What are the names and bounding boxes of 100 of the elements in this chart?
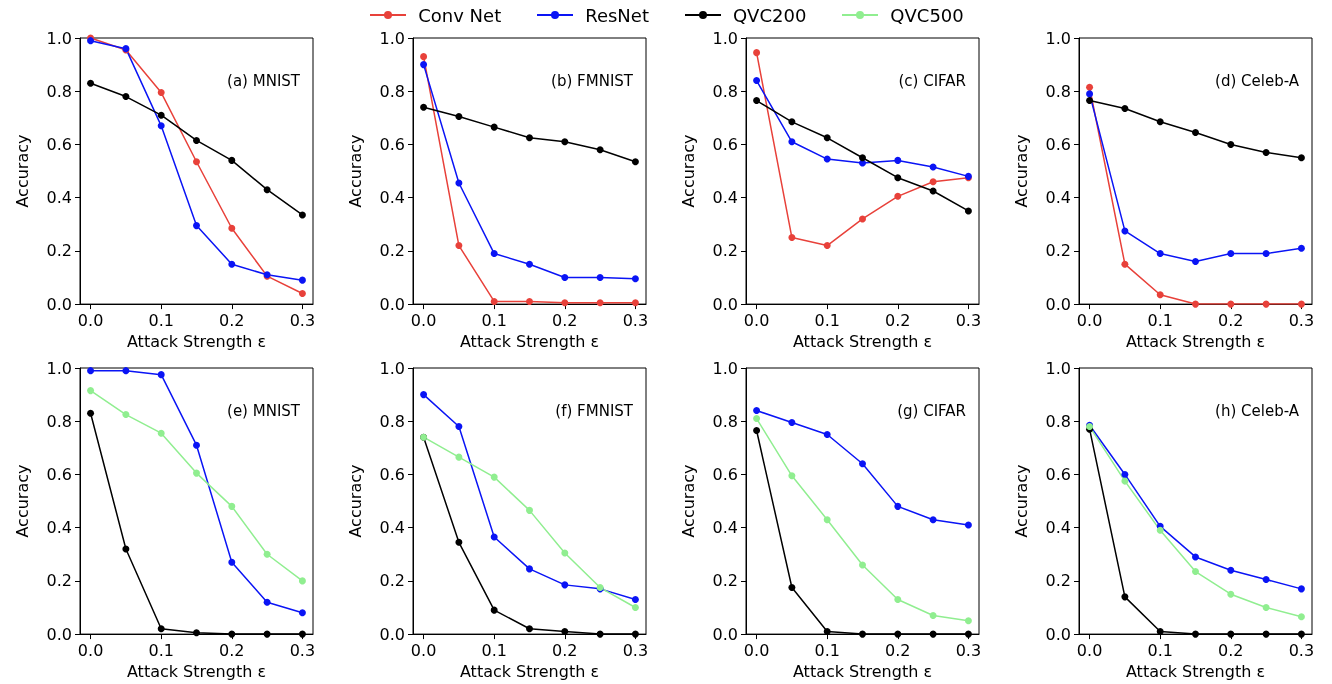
x-axis-title: Attack Strength ε (126, 331, 267, 351)
y-tick-label: 1.0 (46, 358, 72, 378)
y-tick-label: 0.2 (46, 241, 72, 261)
point (193, 158, 200, 166)
y-tick-label: 0.0 (1045, 624, 1071, 644)
y-tick-label: 0.4 (379, 188, 405, 208)
point (929, 178, 937, 186)
text: (a) MNIST (227, 71, 301, 90)
point (964, 521, 972, 529)
legend-label: QVC500 (890, 4, 964, 26)
legend-label: Conv Net (418, 4, 502, 26)
legend-label: ResNet (585, 4, 649, 26)
y-tick-label: 1.0 (379, 28, 405, 48)
point (193, 136, 200, 144)
point (1192, 258, 1199, 266)
x-tick-label: 0.1 (1147, 640, 1173, 660)
point (228, 558, 236, 566)
point (490, 123, 498, 131)
point (1156, 118, 1164, 126)
point (87, 79, 95, 87)
y-tick-label: 0.4 (712, 518, 738, 538)
point (1156, 250, 1164, 258)
y-tick-label: 0.8 (46, 81, 72, 101)
y-tick-label: 0.6 (1045, 134, 1071, 154)
point (122, 93, 130, 101)
y-tick-label: 0.6 (379, 464, 405, 484)
point (929, 516, 937, 524)
point (228, 502, 236, 510)
point (526, 625, 533, 633)
y-tick-label: 0.0 (712, 294, 738, 314)
y-tick-label: 1.0 (1045, 358, 1071, 378)
point (561, 138, 569, 146)
text: (f) FMNIST (555, 401, 634, 420)
point (859, 215, 866, 223)
x-tick-label: 0.1 (481, 640, 507, 660)
point (420, 53, 428, 61)
x-tick-label: 0.3 (289, 310, 316, 330)
point (228, 156, 236, 164)
point (753, 77, 761, 85)
point (298, 577, 306, 585)
y-tick-label: 0.0 (379, 294, 405, 314)
point (298, 609, 306, 617)
y-tick-label: 0.2 (712, 571, 738, 591)
point (1121, 260, 1129, 268)
x-axis-title: Attack Strength ε (459, 661, 600, 681)
x-tick-label: 0.2 (885, 640, 911, 660)
x-tick-label: 0.0 (1076, 310, 1103, 330)
point (1121, 477, 1129, 485)
y-axis-title: Accuracy (1011, 134, 1031, 208)
point (964, 207, 972, 215)
point (631, 158, 639, 166)
x-tick-label: 0.2 (219, 640, 245, 660)
x-tick-label: 0.0 (1076, 640, 1103, 660)
point (1262, 603, 1270, 611)
point (490, 473, 498, 481)
x-tick-label: 0.3 (955, 640, 982, 660)
text: (g) CIFAR (897, 401, 966, 420)
point (1297, 613, 1305, 621)
y-tick-label: 0.6 (46, 464, 72, 484)
x-tick-label: 0.3 (1288, 310, 1315, 330)
point (1121, 105, 1129, 113)
text: (e) MNIST (227, 401, 301, 420)
y-tick-label: 1.0 (712, 358, 738, 378)
y-tick-label: 1.0 (1045, 28, 1071, 48)
point (1121, 227, 1129, 235)
point (753, 49, 761, 57)
y-tick-label: 1.0 (712, 28, 738, 48)
point (1227, 566, 1235, 574)
point (490, 250, 498, 258)
y-tick-label: 0.6 (46, 134, 72, 154)
point (157, 371, 165, 379)
point (788, 118, 796, 126)
point (1297, 585, 1305, 593)
x-tick-label: 0.1 (148, 310, 174, 330)
point (1121, 470, 1129, 478)
x-axis-title: Attack Strength ε (459, 331, 600, 351)
y-tick-label: 0.4 (379, 518, 405, 538)
y-tick-label: 0.2 (1045, 571, 1071, 591)
point (1227, 630, 1235, 638)
point (1227, 590, 1235, 598)
point (157, 122, 165, 130)
point (122, 411, 130, 419)
point (228, 224, 236, 232)
point (561, 627, 569, 635)
point (228, 630, 236, 638)
point (1156, 291, 1164, 299)
text: (b) FMNIST (551, 71, 634, 90)
point (157, 429, 165, 437)
y-axis-title: Accuracy (345, 134, 365, 208)
point (526, 506, 533, 514)
x-tick-label: 0.3 (622, 640, 649, 660)
point (894, 596, 902, 604)
point (1262, 148, 1270, 156)
x-axis-title: Attack Strength ε (792, 661, 933, 681)
y-tick-label: 0.8 (712, 81, 738, 101)
point (1086, 90, 1094, 98)
point (490, 297, 498, 305)
x-tick-label: 0.3 (955, 310, 982, 330)
point (859, 154, 866, 162)
point (1192, 630, 1199, 638)
